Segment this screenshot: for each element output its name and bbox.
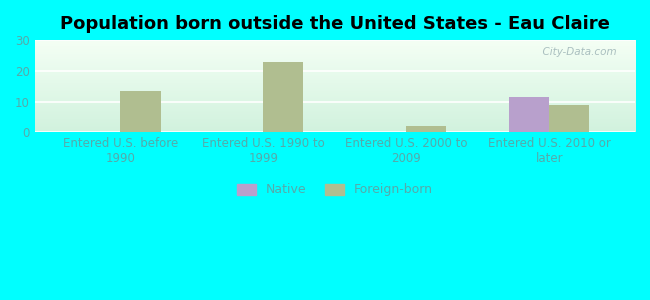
- Bar: [263, 61, 304, 132]
- Bar: [509, 97, 549, 132]
- Bar: [120, 91, 161, 132]
- Bar: [406, 126, 447, 132]
- Text: City-Data.com: City-Data.com: [536, 46, 617, 57]
- Title: Population born outside the United States - Eau Claire: Population born outside the United State…: [60, 15, 610, 33]
- Bar: [549, 105, 590, 132]
- Legend: Native, Foreign-born: Native, Foreign-born: [231, 177, 439, 203]
